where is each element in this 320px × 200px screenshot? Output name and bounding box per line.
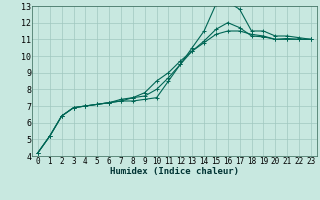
X-axis label: Humidex (Indice chaleur): Humidex (Indice chaleur): [110, 167, 239, 176]
